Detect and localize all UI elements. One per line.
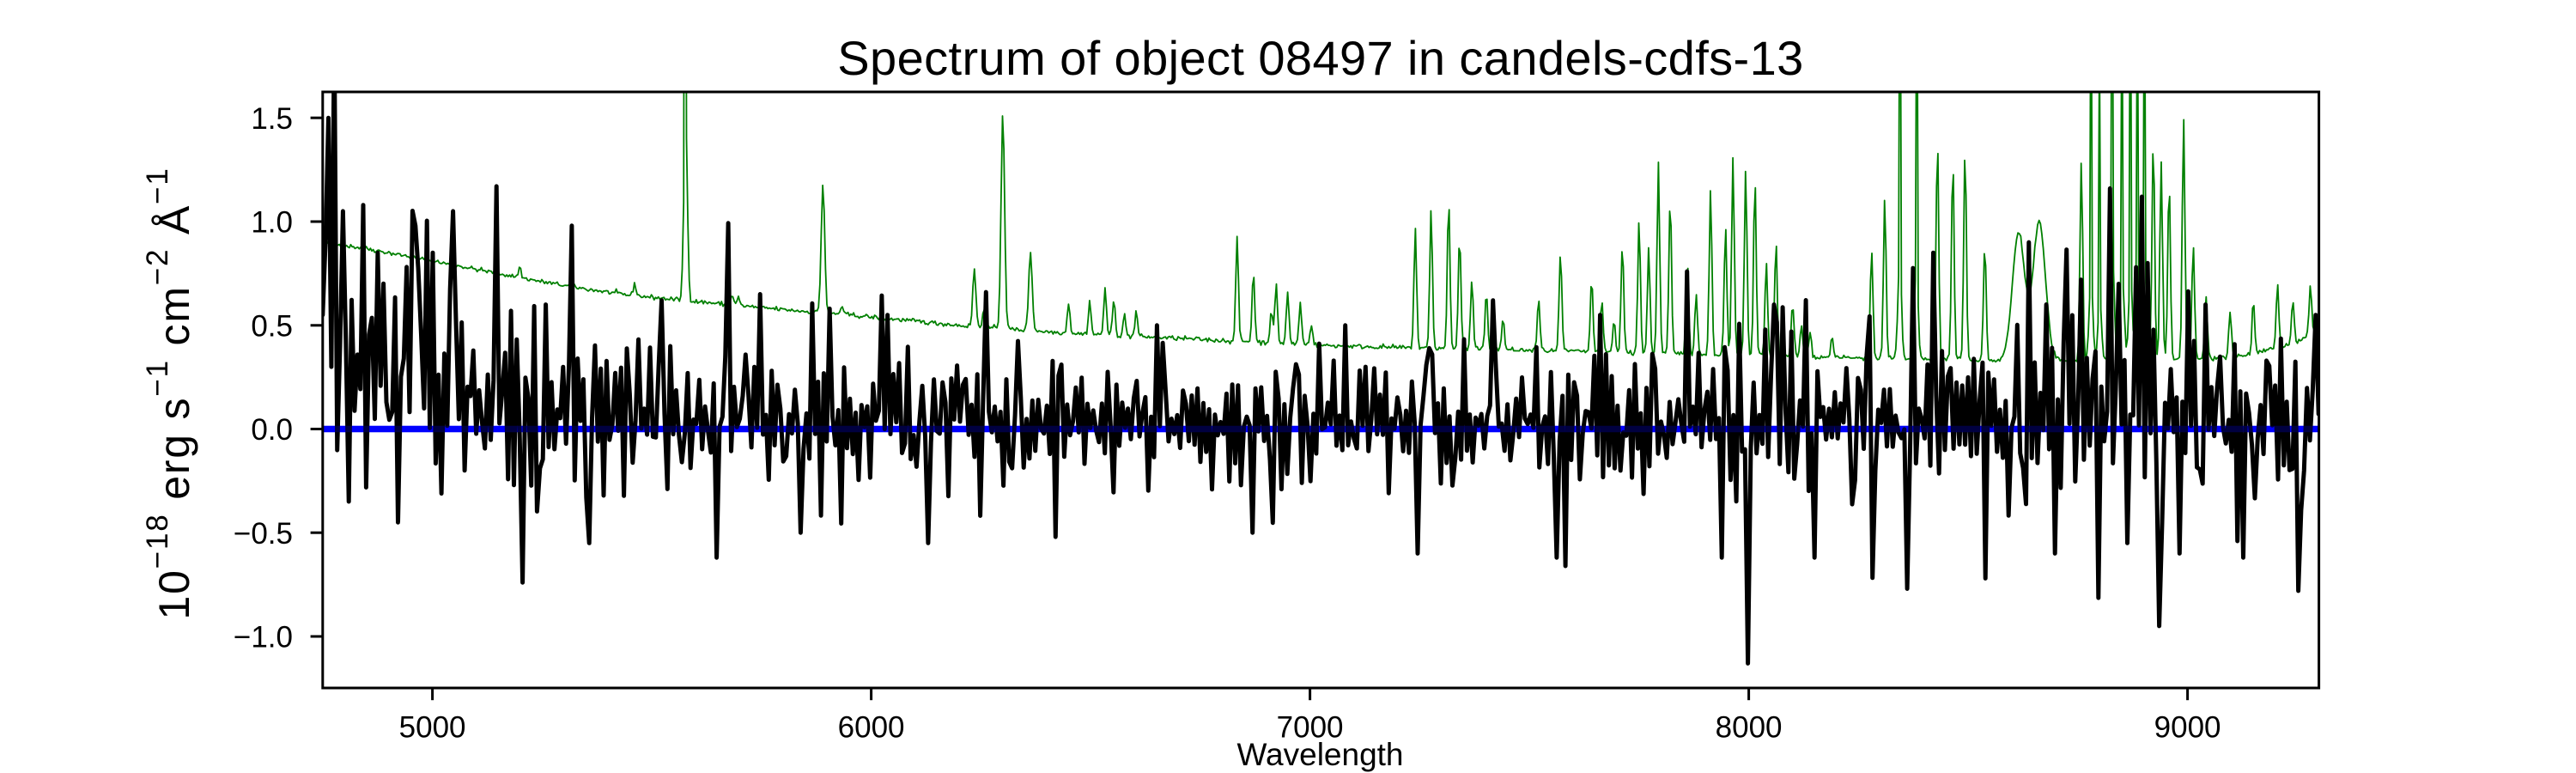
svg-text:−0.5: −0.5 <box>234 517 293 551</box>
svg-text:6000: 6000 <box>838 711 905 745</box>
svg-text:Wavelength: Wavelength <box>1236 737 1403 772</box>
svg-text:Spectrum of object 08497 in ca: Spectrum of object 08497 in candels-cdfs… <box>837 31 1803 85</box>
svg-text:7000: 7000 <box>1277 711 1344 745</box>
svg-text:8000: 8000 <box>1716 711 1783 745</box>
svg-text:−1.0: −1.0 <box>234 621 293 654</box>
svg-text:0.5: 0.5 <box>251 309 293 343</box>
svg-text:1.0: 1.0 <box>251 206 293 240</box>
svg-text:1.5: 1.5 <box>251 102 293 136</box>
svg-text:5000: 5000 <box>399 711 466 745</box>
svg-text:9000: 9000 <box>2154 711 2221 745</box>
svg-text:0.0: 0.0 <box>251 413 293 447</box>
